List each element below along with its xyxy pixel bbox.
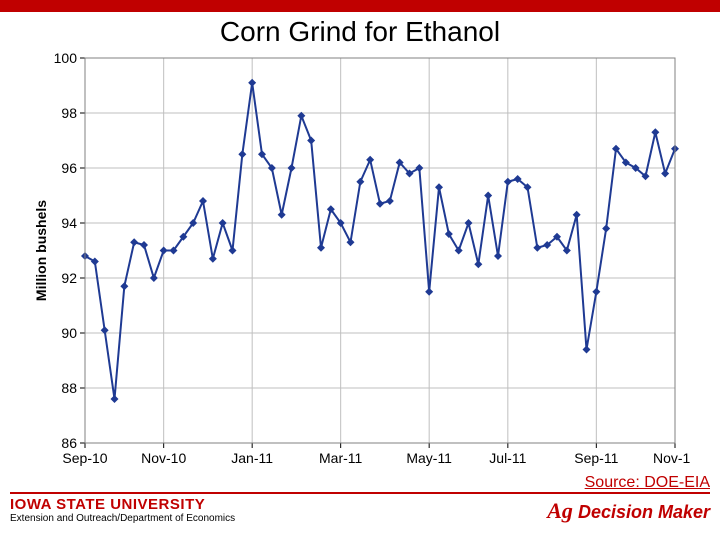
- brand-logo: Ag Decision Maker: [547, 498, 710, 524]
- institution-name: IOWA STATE UNIVERSITY: [10, 496, 205, 513]
- svg-text:Nov-10: Nov-10: [141, 450, 186, 466]
- svg-text:Sep-10: Sep-10: [62, 450, 107, 466]
- department-name: Extension and Outreach/Department of Eco…: [10, 513, 235, 524]
- footer: IOWA STATE UNIVERSITY Extension and Outr…: [0, 492, 720, 540]
- svg-text:Sep-11: Sep-11: [574, 450, 618, 466]
- svg-text:86: 86: [61, 435, 77, 451]
- source-citation: Source: DOE-EIA: [585, 474, 710, 492]
- svg-text:Jan-11: Jan-11: [231, 450, 273, 466]
- svg-text:Jul-11: Jul-11: [489, 450, 526, 466]
- svg-text:92: 92: [61, 270, 77, 286]
- chart-container: 86 88 90 92 94 96 98 100 Sep-10 Nov-10 Jan-11 Mar-1…: [30, 48, 690, 478]
- svg-text:96: 96: [61, 160, 77, 176]
- svg-text:Nov-11: Nov-11: [653, 450, 690, 466]
- top-red-bar: [0, 0, 720, 12]
- svg-text:Million bushels: Million bushels: [33, 200, 49, 301]
- svg-text:May-11: May-11: [406, 450, 452, 466]
- svg-text:90: 90: [61, 325, 77, 341]
- svg-text:88: 88: [61, 380, 77, 396]
- svg-text:98: 98: [61, 105, 77, 121]
- svg-text:Mar-11: Mar-11: [319, 450, 363, 466]
- institution-block: IOWA STATE UNIVERSITY Extension and Outr…: [10, 496, 235, 524]
- line-chart: 86 88 90 92 94 96 98 100 Sep-10 Nov-10 Jan-11 Mar-1…: [30, 48, 690, 478]
- svg-text:100: 100: [54, 50, 78, 66]
- chart-title: Corn Grind for Ethanol: [0, 16, 720, 48]
- svg-text:94: 94: [61, 215, 77, 231]
